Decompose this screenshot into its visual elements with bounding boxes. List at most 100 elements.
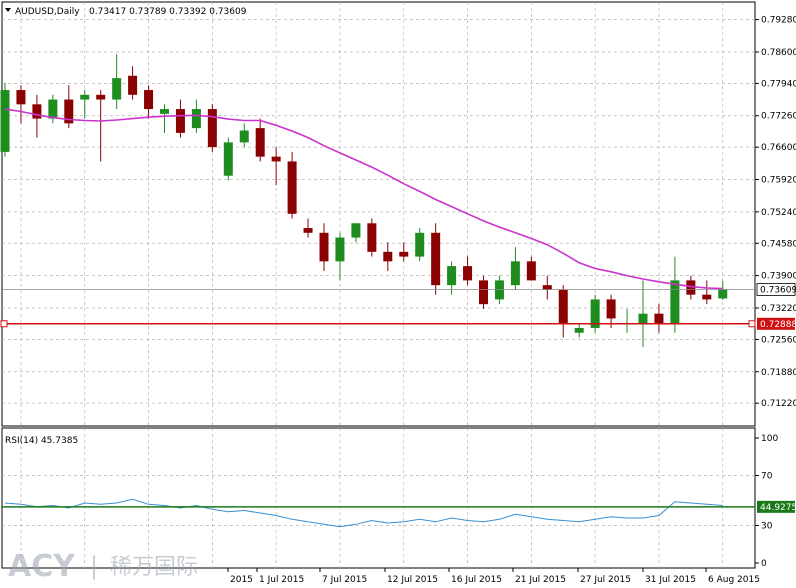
candle[interactable]	[191, 99, 201, 133]
price-tick-label: 0.76600	[761, 143, 796, 153]
candle-body	[367, 223, 377, 252]
candle[interactable]	[702, 280, 712, 305]
candle[interactable]	[319, 223, 329, 271]
rsi-tick-label: 30	[761, 522, 773, 532]
candle[interactable]	[479, 275, 488, 309]
rsi-label: RSI(14) 45.7385	[5, 436, 78, 446]
candle-body	[112, 78, 122, 100]
candle[interactable]	[367, 218, 377, 257]
candle-body	[463, 266, 473, 281]
price-tick-label: 0.71880	[761, 368, 796, 378]
candle-body	[303, 228, 313, 233]
candle[interactable]	[223, 137, 233, 181]
rsi-tick-label: 100	[761, 434, 778, 444]
candle[interactable]	[383, 242, 393, 271]
candle[interactable]	[686, 275, 696, 300]
candle[interactable]	[80, 90, 90, 119]
candle[interactable]	[590, 294, 600, 333]
candle[interactable]	[670, 256, 680, 333]
candle[interactable]	[160, 104, 169, 133]
candle[interactable]	[96, 90, 106, 162]
candle[interactable]	[303, 218, 313, 238]
date-axis: 2015 1 Jul 2015 7 Jul 2015 12 Jul 2015 16 Ju…	[227, 568, 760, 585]
candle[interactable]	[494, 275, 504, 305]
candle[interactable]	[526, 256, 536, 281]
date-label: 27 Jul 2015	[580, 575, 631, 585]
candle-body	[431, 232, 441, 286]
candle-body	[526, 261, 536, 281]
rsi-tick-label: 0	[761, 559, 767, 569]
candle[interactable]	[239, 123, 249, 148]
candle[interactable]	[207, 104, 217, 152]
candle[interactable]	[622, 308, 632, 333]
main-plot-frame	[1, 1, 756, 427]
price-tick-label: 0.75240	[761, 208, 796, 218]
level-handle-right[interactable]	[748, 320, 756, 328]
candle[interactable]	[128, 66, 138, 100]
price-tick-label: 0.71220	[761, 399, 796, 409]
moving-average-line	[4, 108, 723, 290]
candle-body	[32, 104, 42, 119]
candle[interactable]	[510, 247, 520, 290]
candle-body	[686, 280, 696, 295]
price-axis: 0.79280 0.78600 0.77940 0.77260 0.76600 0.759…	[755, 16, 796, 409]
candle-body	[16, 90, 26, 105]
candle[interactable]	[287, 151, 297, 219]
candle[interactable]	[351, 223, 361, 243]
candle[interactable]	[16, 85, 26, 124]
collapse-triangle-icon[interactable]	[5, 8, 11, 12]
candle[interactable]	[606, 294, 616, 328]
candle[interactable]	[463, 256, 473, 286]
candle-body	[558, 289, 568, 324]
candle[interactable]	[654, 304, 664, 333]
candle[interactable]	[558, 285, 568, 338]
chart-symbol: AUDUSD,Daily	[15, 7, 80, 17]
candle-body	[319, 232, 329, 262]
candle[interactable]	[271, 147, 281, 186]
candle-body	[128, 75, 138, 95]
candle[interactable]	[112, 54, 122, 110]
candle-body	[96, 94, 106, 100]
candle-body	[335, 237, 345, 262]
price-tick-label: 0.77260	[761, 112, 796, 122]
candle[interactable]	[574, 323, 584, 338]
candle[interactable]	[175, 99, 185, 138]
rsi-tick-label: 70	[761, 472, 773, 482]
candle-body	[223, 142, 233, 176]
candle[interactable]	[415, 228, 425, 262]
candles-layer	[0, 54, 728, 348]
candle[interactable]	[431, 223, 441, 295]
level-price-value: 0.72888	[760, 320, 796, 330]
grid-layer	[2, 2, 755, 568]
candle-body	[702, 294, 712, 300]
candle[interactable]	[48, 94, 58, 124]
rsi-axis: 100 70 30 0	[755, 434, 778, 569]
price-tick-label: 0.74580	[761, 239, 796, 249]
rsi-line	[4, 498, 723, 528]
candle-body	[144, 90, 154, 110]
candle[interactable]	[335, 232, 345, 281]
candle-body	[351, 223, 361, 238]
rsi-level-tag: 44.9275	[757, 500, 796, 513]
chart-ohlc: 0.73417 0.73789 0.73392 0.73609	[89, 7, 247, 17]
candle[interactable]	[0, 82, 10, 157]
candle-body	[494, 280, 504, 300]
candle-body	[654, 313, 664, 324]
candle-body	[638, 313, 648, 324]
candle-body	[287, 161, 297, 214]
candle[interactable]	[64, 85, 74, 129]
candle-body	[447, 266, 457, 286]
logo-divider: |	[90, 552, 98, 580]
candle[interactable]	[399, 242, 409, 262]
candle[interactable]	[255, 118, 265, 162]
candle[interactable]	[638, 280, 648, 348]
level-price-tag: 0.72888	[757, 317, 796, 330]
candle-body	[175, 109, 185, 133]
candle[interactable]	[718, 280, 728, 300]
candle[interactable]	[32, 94, 42, 138]
candle[interactable]	[144, 85, 154, 119]
candle-body	[48, 99, 58, 119]
price-tick-label: 0.77940	[761, 79, 796, 89]
level-handle-left[interactable]	[0, 320, 8, 328]
candle[interactable]	[542, 275, 552, 300]
